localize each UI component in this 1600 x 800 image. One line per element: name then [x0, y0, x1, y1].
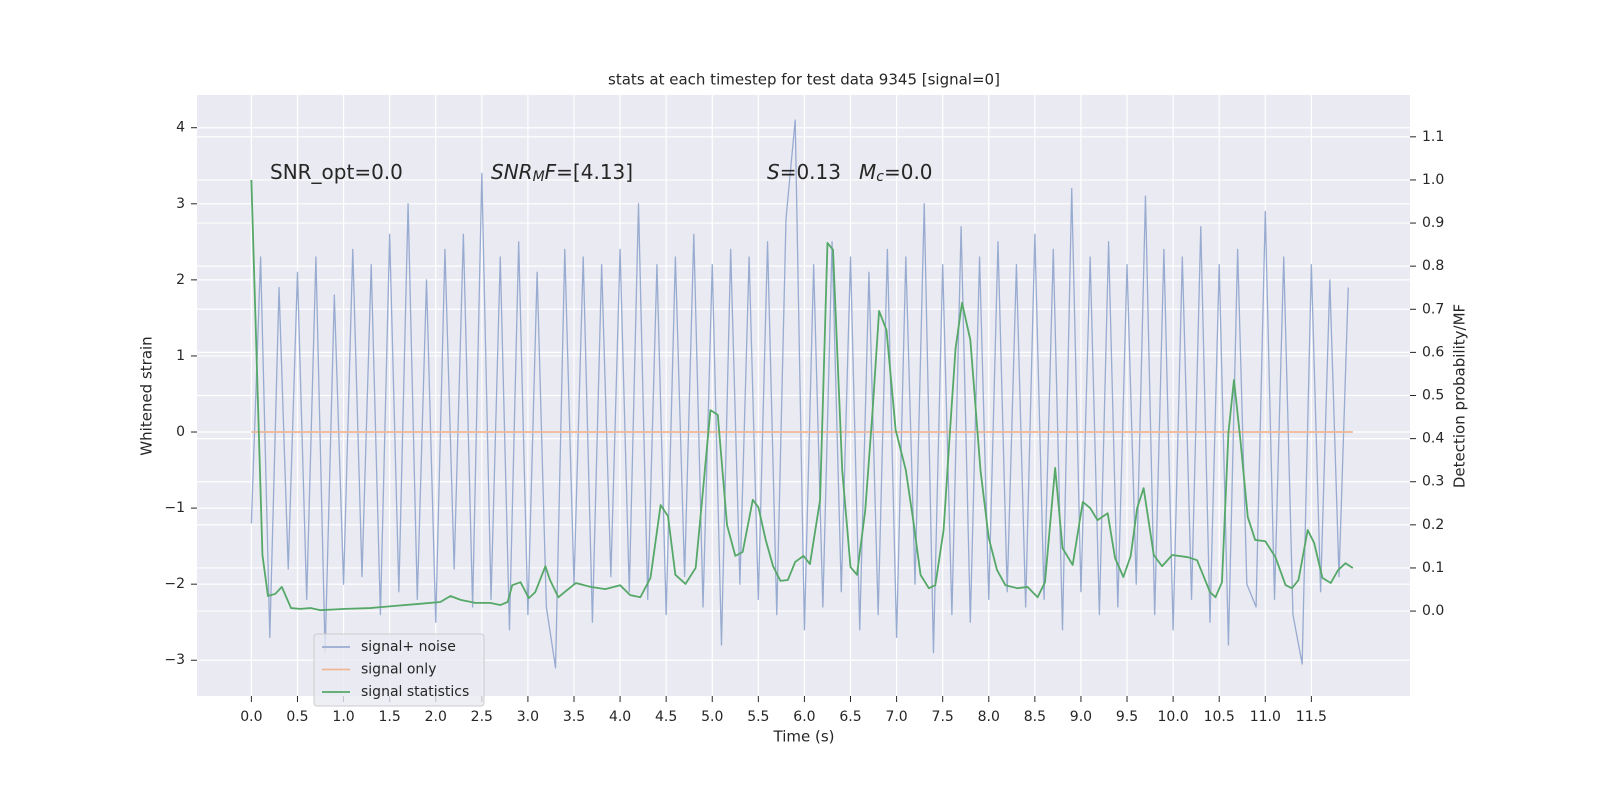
annotation-part: S — [767, 160, 780, 184]
annotation-part: F — [545, 160, 557, 184]
x-tick-label: 11.0 — [1250, 709, 1281, 725]
y-tick-label: 1 — [176, 348, 185, 364]
y2-tick-label: 0.1 — [1422, 560, 1444, 576]
x-tick-label: 3.0 — [517, 709, 539, 725]
x-tick-label: 3.5 — [563, 709, 585, 725]
x-tick-label: 6.0 — [793, 709, 815, 725]
x-tick-label: 9.0 — [1070, 709, 1092, 725]
y2-tick-label: 1.1 — [1422, 129, 1444, 145]
y2-tick-label: 0.5 — [1422, 388, 1444, 404]
y2-tick-label: 0.0 — [1422, 603, 1444, 619]
y-tick-label: 2 — [176, 272, 185, 288]
annotation: SNRMF=[4.13] — [491, 160, 633, 185]
x-tick-label: 2.5 — [471, 709, 493, 725]
y2-tick-label: 0.2 — [1422, 517, 1444, 533]
annotation-part: =0.13 — [780, 160, 841, 184]
y-tick-label: −2 — [164, 576, 185, 592]
y-tick-label: 3 — [176, 196, 185, 212]
overlay: 0.0 0.5 1.0 1.5 2.0 2.5 3.0 3.5 4.0 4.5 5.0 5.5 6.0 6… — [164, 120, 1444, 725]
y2-tick-label: 0.3 — [1422, 474, 1444, 490]
y-axis-label: Whitened strain — [138, 336, 156, 455]
annotation: Mc=0.0 — [859, 160, 933, 185]
x-tick-label: 0.0 — [240, 709, 262, 725]
chart-title: stats at each timestep for test data 934… — [608, 71, 1000, 89]
x-axis-label: Time (s) — [773, 728, 835, 746]
y2-tick-label: 0.6 — [1422, 344, 1444, 360]
annotation-part: SNR — [491, 160, 533, 184]
legend-label: signal only — [361, 662, 436, 678]
x-tick-label: 7.5 — [932, 709, 954, 725]
x-tick-label: 10.5 — [1204, 709, 1235, 725]
y2-axis-label: Detection probability/MF — [1451, 304, 1469, 488]
annotation: SNR_opt=0.0 — [270, 160, 403, 184]
x-tick-label: 9.5 — [1116, 709, 1138, 725]
y-tick-label: 4 — [176, 120, 185, 136]
x-tick-label: 4.5 — [655, 709, 677, 725]
legend-box — [313, 633, 485, 707]
series-line — [250, 179, 1354, 612]
y2-tick-label: 0.7 — [1422, 301, 1444, 317]
x-tick-label: 8.5 — [1024, 709, 1046, 725]
plot-area — [250, 119, 1354, 669]
annotation-part: SNR_opt=0.0 — [270, 160, 403, 184]
x-tick-label: 0.5 — [286, 709, 308, 725]
annotation-part: =[4.13] — [556, 160, 633, 184]
x-tick-label: 8.0 — [978, 709, 1000, 725]
annotation-part: M — [859, 160, 876, 184]
x-tick-label: 5.0 — [701, 709, 723, 725]
legend: signal+ noise signal only signal statistic… — [313, 633, 485, 707]
x-tick-label: 6.5 — [839, 709, 861, 725]
x-tick-label: 1.0 — [332, 709, 354, 725]
x-tick-label: 4.0 — [609, 709, 631, 725]
y2-tick-label: 1.0 — [1422, 172, 1444, 188]
x-tick-label: 2.0 — [425, 709, 447, 725]
y-tick-label: −1 — [164, 500, 185, 516]
y-tick-label: 0 — [176, 424, 185, 440]
x-tick-label: 5.5 — [747, 709, 769, 725]
x-tick-label: 11.5 — [1296, 709, 1327, 725]
legend-label: signal statistics — [361, 684, 469, 700]
x-tick-label: 7.0 — [885, 709, 907, 725]
series-line — [250, 119, 1349, 669]
legend-label: signal+ noise — [361, 639, 456, 655]
y-tick-label: −3 — [164, 652, 185, 668]
y2-tick-label: 0.9 — [1422, 215, 1444, 231]
annotation: S=0.13 — [767, 160, 841, 184]
annotation-part: c — [876, 169, 884, 185]
annotation-part: =0.0 — [884, 160, 933, 184]
y2-tick-label: 0.4 — [1422, 431, 1444, 447]
x-tick-label: 10.0 — [1158, 709, 1189, 725]
x-tick-label: 1.5 — [379, 709, 401, 725]
annotation-part: M — [533, 169, 545, 185]
y2-tick-label: 0.8 — [1422, 258, 1444, 274]
